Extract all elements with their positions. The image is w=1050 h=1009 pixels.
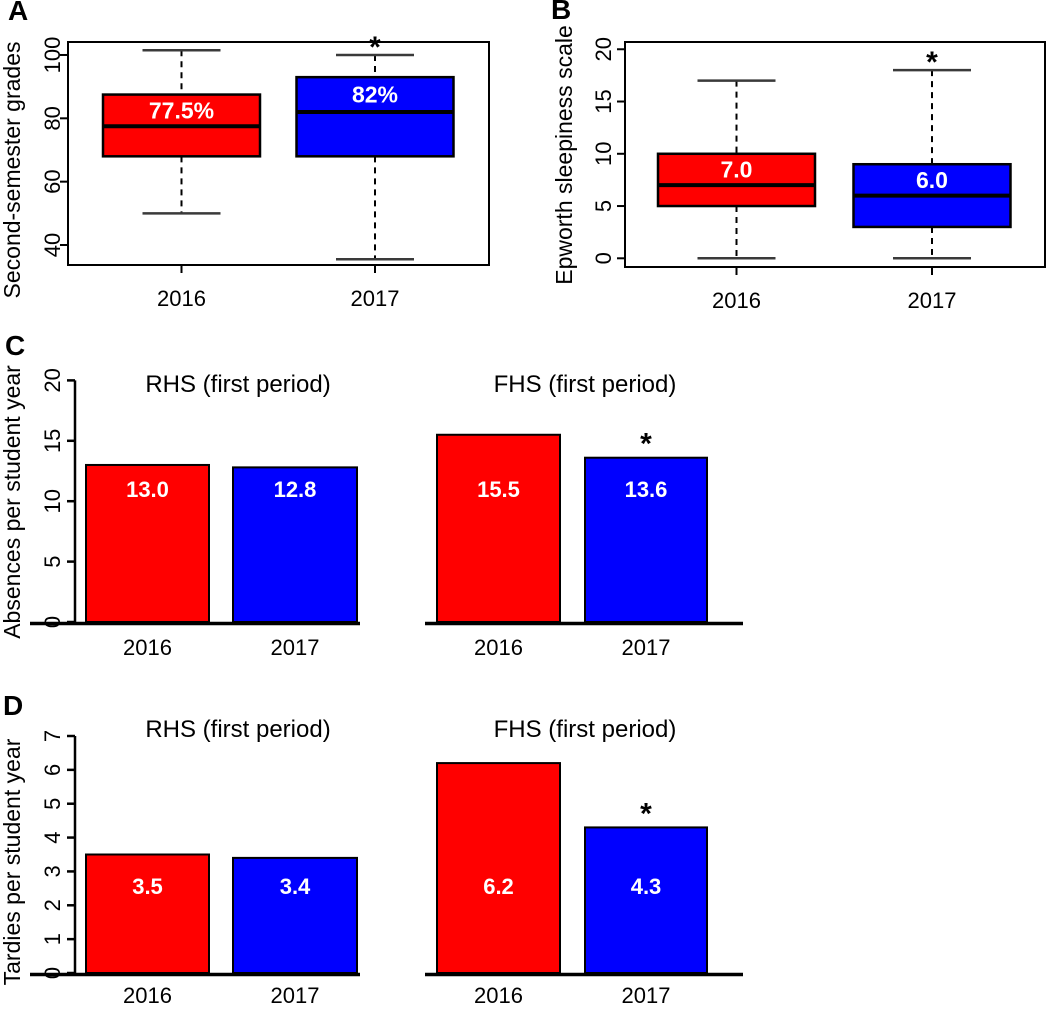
significance-asterisk: * bbox=[926, 46, 938, 79]
x-category-label: 2016 bbox=[123, 635, 172, 660]
y-axis-label-c: Absences per student year bbox=[0, 365, 25, 639]
x-category-label: 2016 bbox=[157, 286, 206, 311]
bar-value-label: 4.3 bbox=[631, 874, 662, 899]
significance-asterisk: * bbox=[640, 797, 652, 830]
y-axis-label-a: Second-semester grades bbox=[0, 42, 25, 299]
panel-letter-a: A bbox=[8, 0, 28, 26]
x-category-label: 2017 bbox=[351, 286, 400, 311]
bar-2016 bbox=[436, 433, 561, 624]
y-tick-label: 10 bbox=[40, 489, 65, 513]
panel-letter-d: D bbox=[3, 690, 23, 721]
panel-b: B Epworth sleepiness scale 0 5 10 15 20 7.0 20… bbox=[551, 0, 1046, 313]
box-median-label: 77.5% bbox=[149, 97, 214, 123]
bar-value-label: 6.2 bbox=[483, 874, 514, 899]
bar-2017 bbox=[232, 856, 358, 975]
y-axis-label-b: Epworth sleepiness scale bbox=[551, 25, 577, 285]
y-tick-label: 2 bbox=[40, 899, 65, 911]
bar-2017 bbox=[584, 456, 708, 623]
x-category-label: 2016 bbox=[123, 983, 172, 1004]
y-tick-label: 3 bbox=[40, 865, 65, 877]
bar-value-label: 3.5 bbox=[132, 874, 163, 899]
significance-asterisk: * bbox=[640, 428, 652, 461]
panel-letter-c: C bbox=[5, 330, 25, 361]
y-tick-label: 6 bbox=[40, 764, 65, 776]
x-category-label: 2017 bbox=[271, 635, 320, 660]
box-median-label: 7.0 bbox=[721, 156, 753, 182]
chart-title-d-rhs: RHS (first period) bbox=[145, 716, 330, 743]
y-tick-label: 15 bbox=[40, 429, 65, 453]
x-category-label: 2017 bbox=[908, 288, 957, 313]
bar-2017 bbox=[584, 826, 708, 975]
bar-value-label: 13.6 bbox=[625, 477, 668, 502]
chart-title-c-fhs: FHS (first period) bbox=[494, 371, 677, 398]
bar-2016 bbox=[85, 463, 210, 623]
boxplot-a: 40 60 80 100 77.5% 2016 82% * 2017 bbox=[40, 31, 490, 311]
barchart-c: 0510152013.0201612.8201715.5201613.6*201… bbox=[30, 368, 743, 660]
panel-c: C Absences per student year RHS (first p… bbox=[0, 330, 743, 660]
x-category-label: 2016 bbox=[474, 635, 523, 660]
x-category-label: 2016 bbox=[712, 288, 761, 313]
box-2016 bbox=[656, 152, 817, 208]
y-tick-label: 5 bbox=[591, 200, 616, 212]
y-tick-label: 40 bbox=[40, 233, 65, 257]
y-tick-label: 15 bbox=[591, 89, 616, 113]
bar-value-label: 12.8 bbox=[274, 477, 317, 502]
y-tick-label: 5 bbox=[40, 555, 65, 567]
bar-value-label: 15.5 bbox=[477, 477, 520, 502]
panel-a: A Second-semester grades 40 60 80 100 77.5% 2… bbox=[0, 0, 490, 311]
bar-value-label: 3.4 bbox=[280, 874, 311, 899]
bar-2016 bbox=[85, 853, 210, 974]
y-tick-label: 5 bbox=[40, 798, 65, 810]
x-category-label: 2017 bbox=[622, 635, 671, 660]
y-tick-label: 100 bbox=[40, 37, 65, 74]
y-tick-label: 20 bbox=[591, 37, 616, 61]
y-tick-label: 1 bbox=[40, 933, 65, 945]
y-tick-label: 0 bbox=[591, 252, 616, 264]
x-category-label: 2017 bbox=[271, 983, 320, 1004]
x-category-label: 2017 bbox=[622, 983, 671, 1004]
bar-2016 bbox=[436, 762, 561, 975]
x-category-label: 2016 bbox=[474, 983, 523, 1004]
y-tick-label: 60 bbox=[40, 169, 65, 193]
box-median-label: 82% bbox=[352, 82, 398, 108]
box-median-label: 6.0 bbox=[916, 167, 948, 193]
y-tick-label: 7 bbox=[40, 730, 65, 742]
chart-title-d-fhs: FHS (first period) bbox=[494, 716, 677, 743]
panel-d: D Tardies per student year RHS (first pe… bbox=[0, 690, 743, 1008]
y-tick-label: 80 bbox=[40, 106, 65, 130]
panel-letter-b: B bbox=[551, 0, 571, 25]
chart-title-c-rhs: RHS (first period) bbox=[145, 371, 330, 398]
y-tick-label: 4 bbox=[40, 831, 65, 843]
box-2017 bbox=[295, 75, 455, 158]
bar-2017 bbox=[232, 466, 358, 623]
bar-value-label: 13.0 bbox=[126, 477, 169, 502]
significance-asterisk: * bbox=[369, 31, 381, 64]
y-tick-label: 10 bbox=[591, 142, 616, 166]
y-tick-label: 20 bbox=[40, 368, 65, 392]
y-axis-label-d: Tardies per student year bbox=[0, 738, 25, 985]
boxplot-b: 0 5 10 15 20 7.0 2016 6.0 * 2017 bbox=[591, 37, 1046, 313]
